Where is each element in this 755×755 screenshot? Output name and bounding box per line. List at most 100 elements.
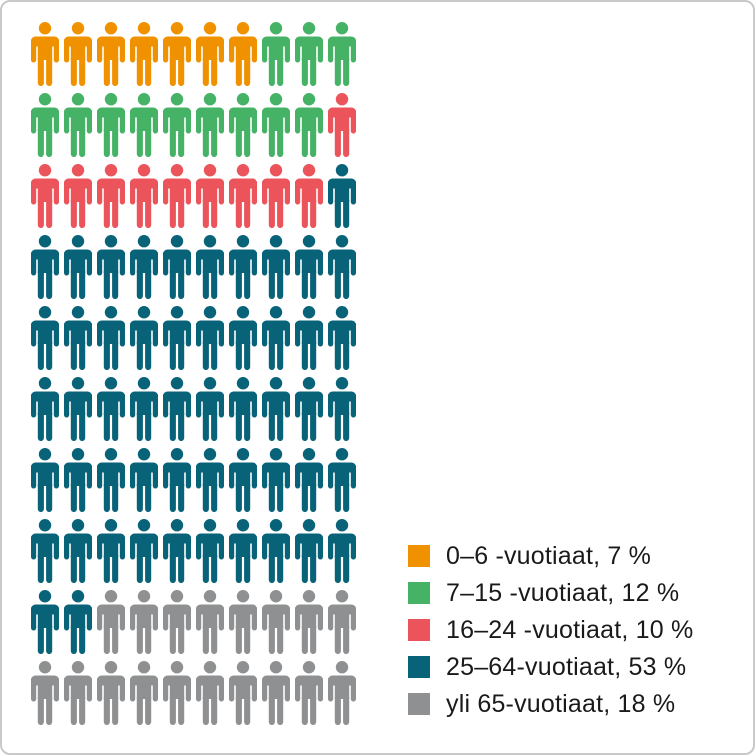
person-icon [97, 661, 125, 725]
legend-item: 0–6 -vuotiaat, 7 % [408, 541, 693, 570]
person-icon [196, 22, 224, 86]
person-icon [262, 93, 290, 157]
person-icon [196, 448, 224, 512]
person-icon [130, 306, 158, 370]
person-icon [163, 519, 191, 583]
person-icon [328, 235, 356, 299]
legend-swatch [408, 582, 430, 604]
person-icon [31, 661, 59, 725]
legend-item: 16–24 -vuotiaat, 10 % [408, 615, 694, 644]
person-icon [163, 661, 191, 725]
person-icon [295, 306, 323, 370]
person-icon [163, 93, 191, 157]
person-icon [163, 235, 191, 299]
person-icon [295, 235, 323, 299]
person-icon [196, 377, 224, 441]
person-icon [295, 519, 323, 583]
person-icon [97, 164, 125, 228]
person-icon [229, 306, 257, 370]
person-icon [328, 93, 356, 157]
person-icon [229, 448, 257, 512]
person-icon [31, 590, 59, 654]
person-icon [262, 235, 290, 299]
legend-swatch [408, 619, 430, 641]
person-icon [97, 235, 125, 299]
person-icon [64, 377, 92, 441]
person-icon [328, 377, 356, 441]
person-icon [97, 93, 125, 157]
person-icon [163, 377, 191, 441]
person-icon [262, 590, 290, 654]
person-icon [130, 519, 158, 583]
person-icon [31, 519, 59, 583]
person-icon [64, 448, 92, 512]
legend-label: 7–15 -vuotiaat, 12 % [446, 578, 680, 607]
person-icon [31, 377, 59, 441]
person-icon [130, 590, 158, 654]
person-icon [64, 235, 92, 299]
person-icon [130, 661, 158, 725]
legend-swatch [408, 693, 430, 715]
legend: 0–6 -vuotiaat, 7 % 7–15 -vuotiaat, 12 % 16… [408, 541, 694, 716]
person-icon [31, 22, 59, 86]
person-icon [97, 519, 125, 583]
person-icon [328, 22, 356, 86]
person-icon [130, 164, 158, 228]
person-icon [163, 164, 191, 228]
legend-label: 16–24 -vuotiaat, 10 % [446, 615, 694, 644]
legend-item: 7–15 -vuotiaat, 12 % [408, 578, 693, 607]
person-icon [262, 377, 290, 441]
person-icon [295, 661, 323, 725]
person-icon [163, 448, 191, 512]
person-icon [31, 448, 59, 512]
person-icon [97, 22, 125, 86]
person-icon [64, 519, 92, 583]
person-icon [328, 590, 356, 654]
person-icon [130, 448, 158, 512]
legend-label: 25–64-vuotiaat, 53 % [446, 652, 687, 681]
person-icon [295, 164, 323, 228]
person-icon [130, 93, 158, 157]
person-icon [295, 93, 323, 157]
person-icon [262, 22, 290, 86]
person-icon [196, 164, 224, 228]
person-icon [130, 22, 158, 86]
person-icon [130, 235, 158, 299]
person-icon [262, 661, 290, 725]
person-icon [64, 164, 92, 228]
person-icon [328, 448, 356, 512]
person-icon [64, 93, 92, 157]
person-icon [229, 590, 257, 654]
person-icon [31, 164, 59, 228]
person-icon [262, 519, 290, 583]
person-icon [328, 306, 356, 370]
person-icon [229, 377, 257, 441]
legend-label: 0–6 -vuotiaat, 7 % [446, 541, 652, 570]
legend-swatch [408, 656, 430, 678]
legend-swatch [408, 545, 430, 567]
person-icon [31, 93, 59, 157]
person-icon [262, 164, 290, 228]
person-icon [163, 22, 191, 86]
legend-item: yli 65-vuotiaat, 18 % [408, 691, 693, 716]
person-icon [229, 235, 257, 299]
person-icon [31, 306, 59, 370]
pictogram-grid [31, 22, 356, 725]
person-icon [229, 93, 257, 157]
person-icon [229, 661, 257, 725]
person-icon [64, 306, 92, 370]
person-icon [262, 306, 290, 370]
person-icon [97, 590, 125, 654]
person-icon [196, 519, 224, 583]
person-icon [97, 377, 125, 441]
person-icon [295, 22, 323, 86]
person-icon [328, 519, 356, 583]
person-icon [97, 306, 125, 370]
person-icon [64, 590, 92, 654]
person-icon [295, 448, 323, 512]
person-icon [31, 235, 59, 299]
person-icon [229, 22, 257, 86]
person-icon [196, 590, 224, 654]
person-icon [163, 590, 191, 654]
